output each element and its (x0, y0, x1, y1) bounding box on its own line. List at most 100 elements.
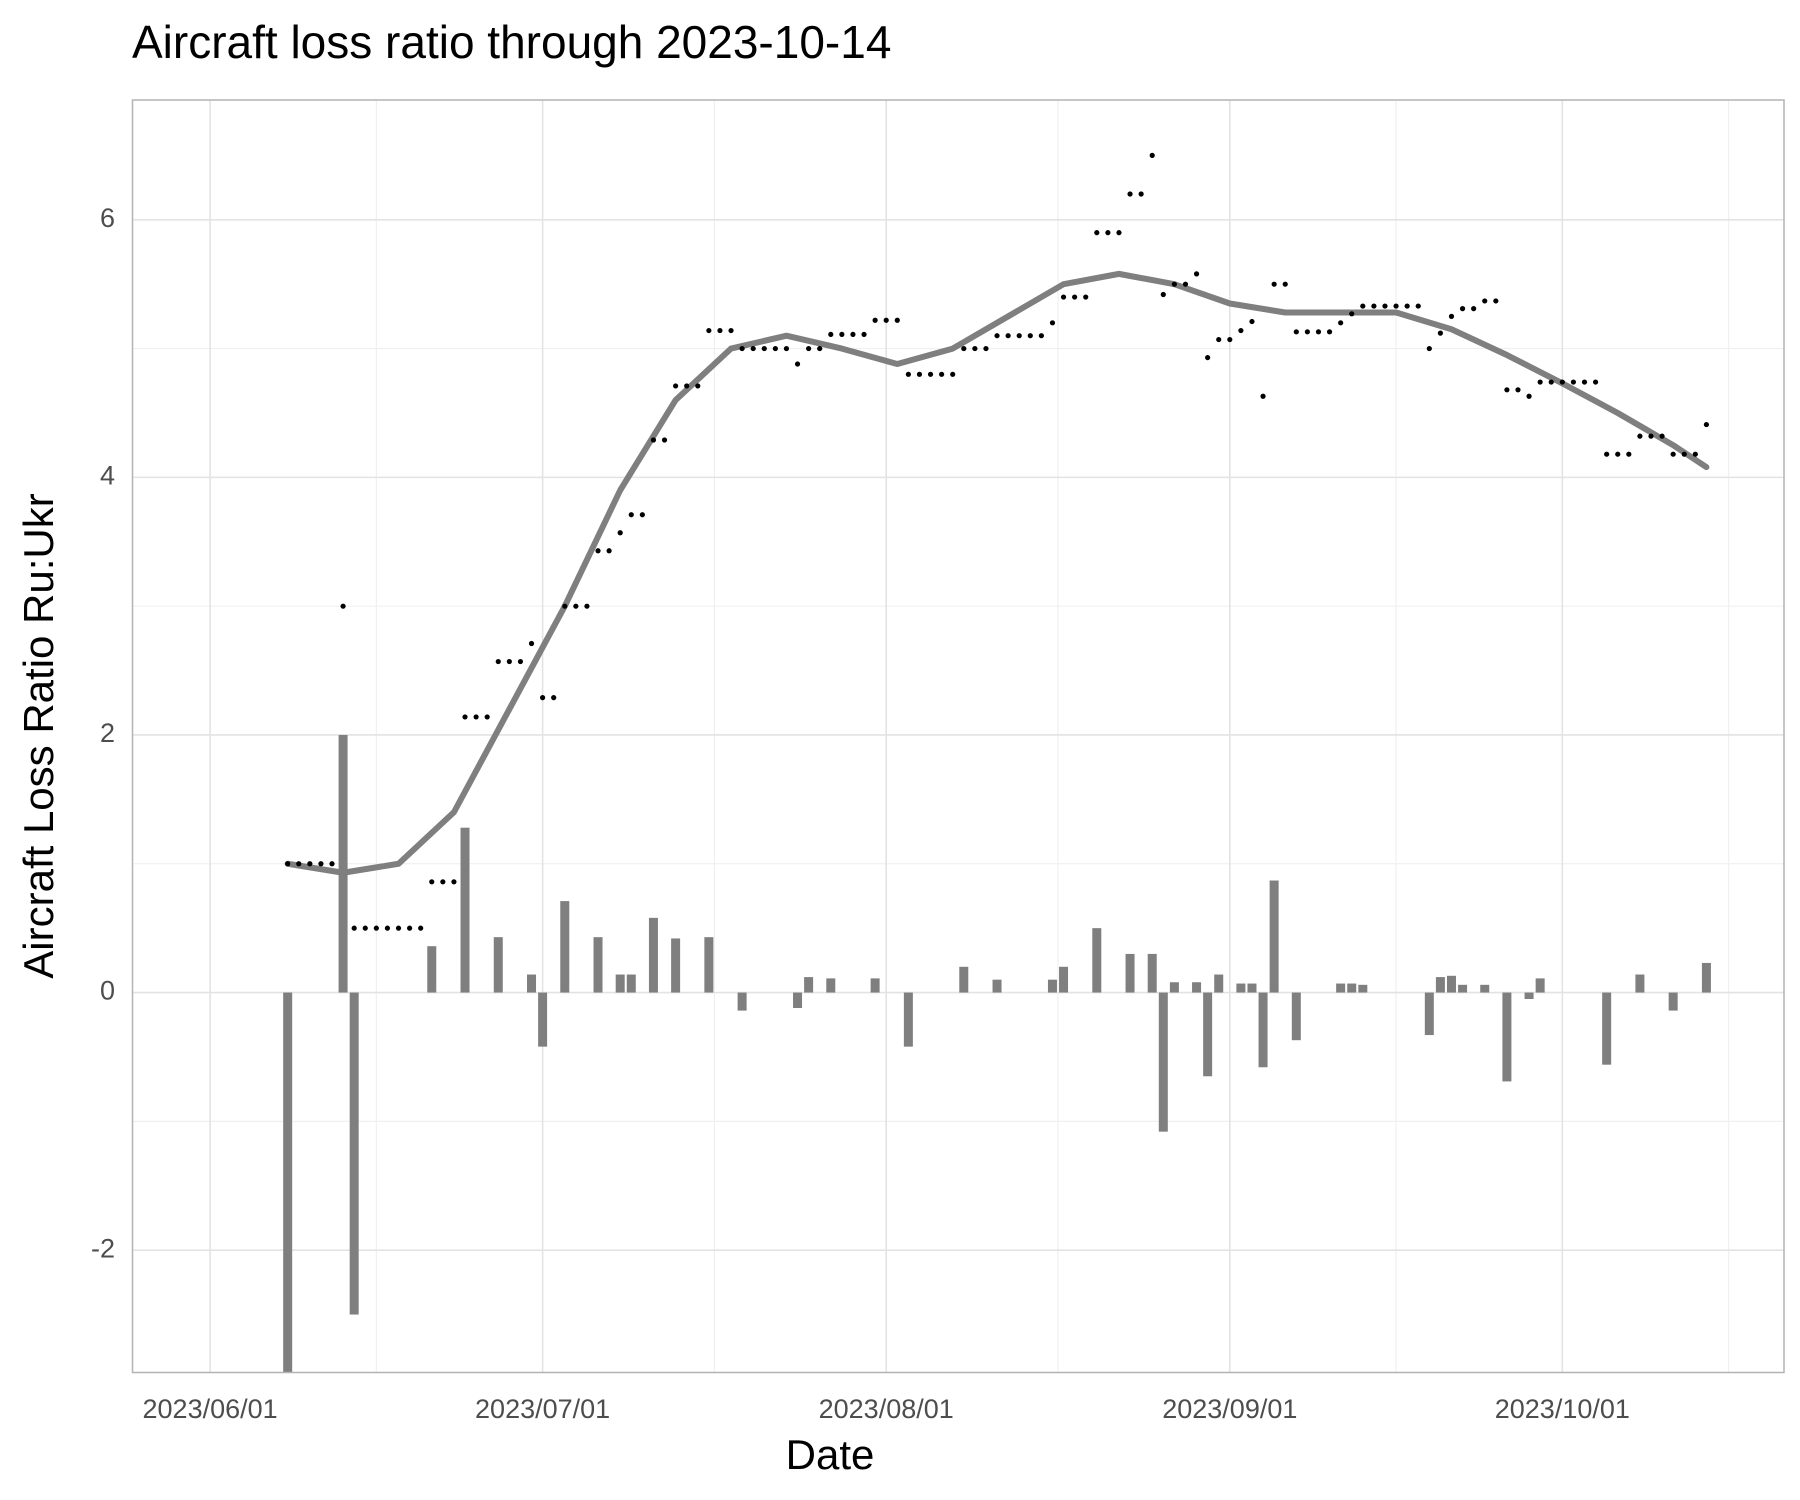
bar (1480, 984, 1490, 993)
x-tick-label: 2023/10/01 (1495, 1394, 1630, 1424)
y-tick-label: -2 (91, 1233, 115, 1263)
point (1127, 191, 1133, 197)
bar (1424, 992, 1434, 1036)
bar (527, 974, 537, 993)
point (1393, 303, 1399, 309)
point (650, 437, 657, 443)
point (506, 658, 512, 665)
point (1692, 451, 1698, 457)
point (1182, 281, 1189, 287)
point (395, 925, 402, 931)
point (1592, 379, 1599, 385)
point (883, 317, 889, 323)
point (783, 345, 790, 352)
bar (1701, 962, 1711, 993)
point (972, 345, 978, 352)
point (1681, 451, 1687, 457)
point (1083, 294, 1089, 300)
point (817, 345, 823, 352)
bar (615, 974, 625, 993)
point (1105, 230, 1111, 236)
point (1615, 451, 1621, 457)
point (551, 695, 557, 701)
point (1504, 387, 1510, 393)
point (1094, 230, 1100, 236)
bar (1125, 953, 1135, 993)
y-tick-label: 2 (100, 718, 115, 748)
point (1626, 451, 1632, 457)
point (961, 345, 967, 352)
point (894, 317, 900, 323)
point (1060, 294, 1067, 300)
point (639, 512, 645, 518)
bar (460, 827, 470, 993)
bar (1358, 984, 1368, 993)
point (1581, 379, 1588, 385)
point (1482, 298, 1488, 304)
point (950, 371, 956, 377)
point (1315, 329, 1322, 335)
x-tick-label: 2023/06/01 (143, 1394, 278, 1424)
point (1072, 294, 1078, 300)
point (1559, 379, 1565, 385)
point (861, 331, 867, 338)
point (307, 861, 313, 867)
bar (793, 992, 803, 1009)
x-tick-label: 2023/08/01 (819, 1394, 954, 1424)
point (1027, 333, 1033, 339)
point (1171, 281, 1177, 287)
bar (538, 992, 548, 1047)
bar (992, 979, 1002, 993)
point (1038, 333, 1044, 339)
point (916, 371, 923, 377)
bar (1524, 992, 1534, 999)
point (750, 345, 756, 352)
point (939, 371, 945, 377)
bar (1192, 982, 1202, 993)
bar (1347, 983, 1357, 993)
point (1459, 306, 1466, 312)
bar (826, 978, 836, 993)
point (429, 879, 435, 885)
bar (1635, 974, 1645, 993)
point (1548, 379, 1554, 385)
point (983, 345, 989, 352)
point (484, 714, 490, 720)
point (761, 345, 767, 352)
point (517, 658, 524, 665)
y-axis-label: Aircraft Loss Ratio Ru:Ukr (15, 493, 62, 978)
point (318, 861, 324, 867)
point (540, 695, 546, 701)
point (728, 327, 734, 334)
point (1471, 306, 1477, 312)
panel-border (131, 99, 1785, 1374)
point (1515, 387, 1521, 393)
point (329, 861, 335, 867)
point (684, 383, 690, 389)
point (285, 861, 291, 867)
point (1371, 303, 1377, 309)
bar (1502, 992, 1512, 1082)
point (362, 925, 368, 931)
bar (1169, 982, 1179, 993)
point (1570, 379, 1577, 385)
point (1160, 291, 1166, 298)
point (1448, 313, 1455, 319)
point (872, 317, 878, 323)
y-tick-label: 4 (100, 460, 115, 490)
point (1670, 451, 1676, 457)
point (1304, 329, 1310, 335)
x-axis-label: Date (786, 1431, 875, 1478)
point (1260, 393, 1266, 399)
point (706, 327, 712, 334)
point (1703, 421, 1710, 428)
point (495, 658, 501, 665)
bar (959, 966, 969, 993)
point (296, 861, 302, 867)
bar (1291, 992, 1301, 1041)
bar (870, 978, 880, 993)
point (1005, 333, 1011, 339)
point (828, 331, 834, 338)
